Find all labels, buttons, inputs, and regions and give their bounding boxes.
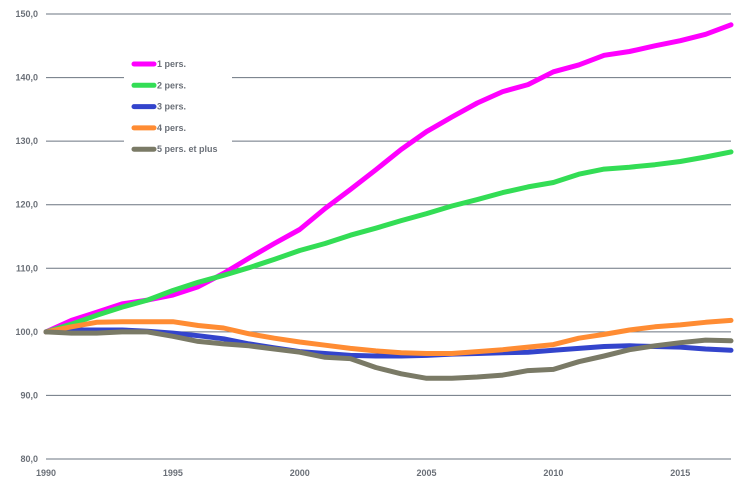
y-axis-tick-labels: 80,0 90,0 100,0 110,0 120,0 130,0 140,0 150,0 <box>15 9 38 464</box>
x-tick-label: 1995 <box>163 468 183 478</box>
x-tick-label: 2000 <box>290 468 310 478</box>
x-tick-label: 2005 <box>417 468 437 478</box>
x-tick-label: 2015 <box>670 468 690 478</box>
y-tick-label: 130,0 <box>15 136 38 146</box>
y-tick-label: 150,0 <box>15 9 38 19</box>
legend-label: 2 pers. <box>157 80 186 90</box>
y-tick-label: 100,0 <box>15 327 38 337</box>
legend-label: 1 pers. <box>157 59 186 69</box>
series-line-5 <box>43 329 734 381</box>
x-axis-tick-labels: 1990 1995 2000 2005 2010 2015 <box>36 468 690 478</box>
legend-label: 5 pers. et plus <box>157 144 218 154</box>
series-line-2 <box>43 149 734 335</box>
y-tick-label: 90,0 <box>20 390 38 400</box>
series-lines <box>43 22 734 381</box>
legend-label: 4 pers. <box>157 123 186 133</box>
legend-label: 3 pers. <box>157 102 186 112</box>
y-tick-label: 120,0 <box>15 200 38 210</box>
y-tick-label: 80,0 <box>20 454 38 464</box>
legend: 1 pers. 2 pers. 3 pers. 4 pers. 5 pers. et p… <box>124 52 232 164</box>
y-tick-label: 140,0 <box>15 73 38 83</box>
series-line-4 <box>43 317 734 356</box>
y-tick-label: 110,0 <box>16 263 38 273</box>
x-tick-label: 2010 <box>543 468 563 478</box>
x-tick-label: 1990 <box>36 468 56 478</box>
